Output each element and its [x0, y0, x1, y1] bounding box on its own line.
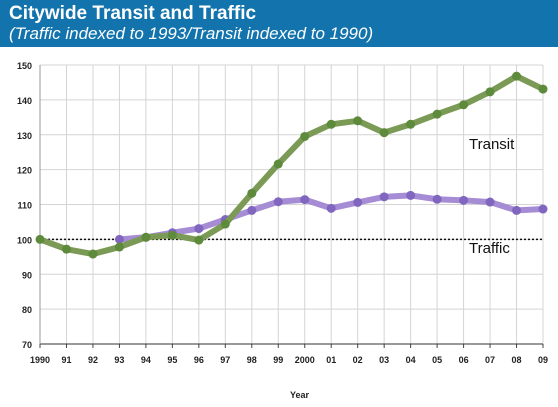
transit-point — [353, 116, 363, 126]
x-tick-label: 08 — [512, 355, 522, 365]
x-tick-label: 1990 — [30, 355, 50, 365]
transit-point — [512, 71, 522, 81]
traffic-point — [300, 195, 310, 205]
traffic-point — [247, 205, 257, 215]
y-tick-label: 90 — [22, 270, 32, 280]
transit-point — [273, 159, 283, 169]
x-tick-label: 99 — [273, 355, 283, 365]
x-tick-label: 95 — [167, 355, 177, 365]
chart-title: Citywide Transit and Traffic — [9, 3, 257, 24]
transit-point — [538, 84, 548, 94]
x-tick-label: 07 — [485, 355, 495, 365]
transit-point — [114, 242, 124, 252]
traffic-point — [485, 197, 495, 207]
transit-point — [88, 249, 98, 259]
transit-point — [459, 100, 469, 110]
transit-point — [432, 109, 442, 119]
y-tick-label: 130 — [17, 131, 32, 141]
traffic-point — [379, 192, 389, 202]
chart-subtitle: (Traffic indexed to 1993/Transit indexed… — [9, 24, 374, 43]
y-tick-label: 70 — [22, 340, 32, 350]
transit-point — [220, 219, 230, 229]
y-tick-label: 140 — [17, 96, 32, 106]
x-tick-label: 03 — [379, 355, 389, 365]
transit-point — [247, 188, 257, 198]
traffic-point — [538, 204, 548, 214]
traffic-point — [432, 194, 442, 204]
y-tick-label: 110 — [17, 201, 32, 211]
transit-point — [194, 235, 204, 245]
chart-header: Citywide Transit and Traffic (Traffic in… — [0, 0, 558, 47]
traffic-point — [353, 197, 363, 207]
x-tick-label: 09 — [538, 355, 548, 365]
x-tick-label: 2000 — [295, 355, 315, 365]
transit-line — [37, 73, 546, 258]
traffic-point — [326, 203, 336, 213]
traffic-point — [512, 205, 522, 215]
x-tick-label: 94 — [141, 355, 151, 365]
transit-point — [300, 131, 310, 141]
traffic-point — [459, 195, 469, 205]
x-tick-label: 06 — [459, 355, 469, 365]
x-tick-label: 01 — [326, 355, 336, 365]
x-axis-title: Year — [290, 390, 310, 400]
y-tick-label: 120 — [17, 166, 32, 176]
x-tick-label: 04 — [406, 355, 416, 365]
x-tick-label: 02 — [353, 355, 363, 365]
traffic-point — [273, 197, 283, 207]
traffic-series-label: Traffic — [469, 240, 510, 257]
x-tick-label: 98 — [247, 355, 257, 365]
x-tick-label: 93 — [114, 355, 124, 365]
transit-point — [406, 119, 416, 129]
traffic-point — [114, 234, 124, 244]
transit-series-label: Transit — [469, 136, 515, 153]
x-tick-label: 92 — [88, 355, 98, 365]
transit-point — [379, 128, 389, 138]
traffic-point — [194, 224, 204, 234]
x-tick-label: 96 — [194, 355, 204, 365]
transit-point — [141, 232, 151, 242]
x-tick-label: 05 — [432, 355, 442, 365]
transit-point — [167, 230, 177, 240]
y-tick-label: 80 — [22, 305, 32, 315]
traffic-point — [406, 190, 416, 200]
y-tick-label: 100 — [17, 235, 32, 245]
y-tick-label: 150 — [17, 61, 32, 71]
transit-point — [61, 244, 71, 254]
transit-point — [485, 87, 495, 97]
transit-point — [35, 234, 45, 244]
transit-point — [326, 119, 336, 129]
x-tick-label: 97 — [220, 355, 230, 365]
x-tick-label: 91 — [61, 355, 71, 365]
